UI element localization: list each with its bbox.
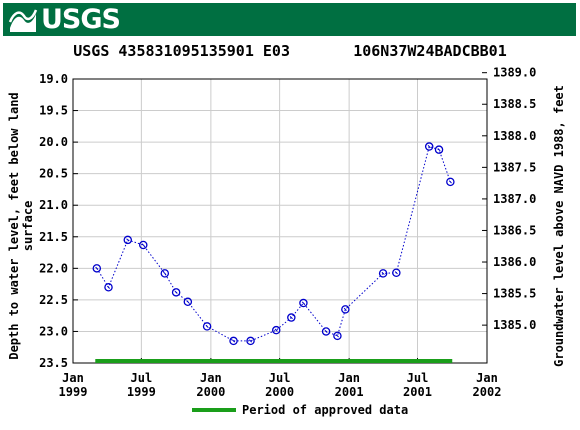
y-axis-title-line-2: surface [21,201,35,252]
data-point [321,327,331,336]
y-axis-title-line-1: Depth to water level, feet below land [7,92,21,359]
data-point [202,322,212,331]
data-point-mark [248,339,253,343]
data-point-mark [163,271,167,275]
y-tick-label: 19.5 [39,104,68,118]
data-point-mark [174,290,178,294]
data-point [271,325,281,335]
data-point-mark [448,180,452,184]
y-tick-label: 21.5 [39,230,68,244]
data-point-mark [106,285,111,289]
data-point-mark [335,334,339,338]
data-point [246,336,255,346]
x-tick-label-month: Jul [407,371,429,385]
data-point [299,298,308,308]
data-point [333,331,342,341]
data-point-mark [381,271,385,275]
data-point [229,336,238,346]
data-point [123,235,133,245]
y-tick-label: 23.0 [39,324,68,338]
y2-tick-label: 1385.0 [493,318,536,332]
data-point [424,142,434,151]
data-point-mark [231,339,236,343]
x-tick-label-year: 2000 [196,385,225,399]
data-point-mark [126,238,130,242]
y-tick-label: 22.0 [39,261,68,275]
x-tick-label-year: 1999 [59,385,88,399]
x-tick-label-year: 1999 [127,385,156,399]
data-point [287,313,296,322]
usgs-logo-text: USGS [41,4,121,35]
x-tick-label-year: 2000 [265,385,294,399]
x-tick-label-month: Jan [476,371,498,385]
x-tick-label-month: Jan [62,371,84,385]
y-tick-label: 20.5 [39,167,68,181]
data-point-mark [301,301,305,305]
y2-tick-label: 1389.0 [493,66,536,80]
data-point [446,177,455,187]
legend-label: Period of approved data [242,403,408,417]
data-point-mark [186,300,190,304]
usgs-banner: USGS [3,3,576,36]
data-point-mark [324,329,328,333]
data-point [378,269,388,278]
y2-tick-label: 1388.5 [493,97,536,111]
data-point [171,288,181,297]
y2-tick-label: 1385.5 [493,287,536,301]
data-point [160,269,170,278]
x-tick-label-year: 2001 [335,385,364,399]
data-point [92,264,102,273]
y2-tick-label: 1387.5 [493,160,536,174]
data-point-mark [437,148,441,152]
data-point-mark [95,266,99,270]
series-line [96,145,451,342]
data-point-mark [205,324,209,328]
x-tick-label-month: Jan [200,371,222,385]
y-tick-label: 22.5 [39,293,68,307]
data-point [139,240,148,250]
usgs-logo[interactable]: USGS [8,4,121,35]
data-point [183,297,193,307]
y2-tick-label: 1387.0 [493,192,536,206]
data-point [392,268,401,278]
data-point-mark [141,243,145,247]
y-tick-label: 23.5 [39,356,68,370]
x-tick-label-year: 2002 [473,385,502,399]
usgs-wave-icon [8,9,38,32]
y-tick-label: 20.0 [39,135,68,149]
y2-tick-label: 1386.0 [493,255,536,269]
data-point-mark [427,144,431,149]
chart-title: USGS 435831095135901 E03 106N37W24BADCBB… [73,42,507,60]
data-point [434,145,444,154]
data-point-mark [343,307,347,311]
data-point [341,305,350,314]
x-tick-label-year: 2001 [403,385,432,399]
data-point-mark [289,316,293,320]
data-point-mark [274,328,278,332]
x-tick-label-month: Jul [131,371,153,385]
y-tick-label: 21.0 [39,198,68,212]
y-axis-title: Depth to water level, feet below landsur… [7,92,35,359]
x-tick-label-month: Jan [338,371,360,385]
data-point [104,283,113,292]
y2-tick-label: 1386.5 [493,223,536,237]
y-tick-label: 19.0 [39,72,68,86]
x-tick-label-month: Jul [269,371,291,385]
data-point-mark [394,271,398,275]
y2-tick-label: 1388.0 [493,129,536,143]
y2-axis-title: Groundwater level above NAVD 1988, feet [552,85,566,367]
